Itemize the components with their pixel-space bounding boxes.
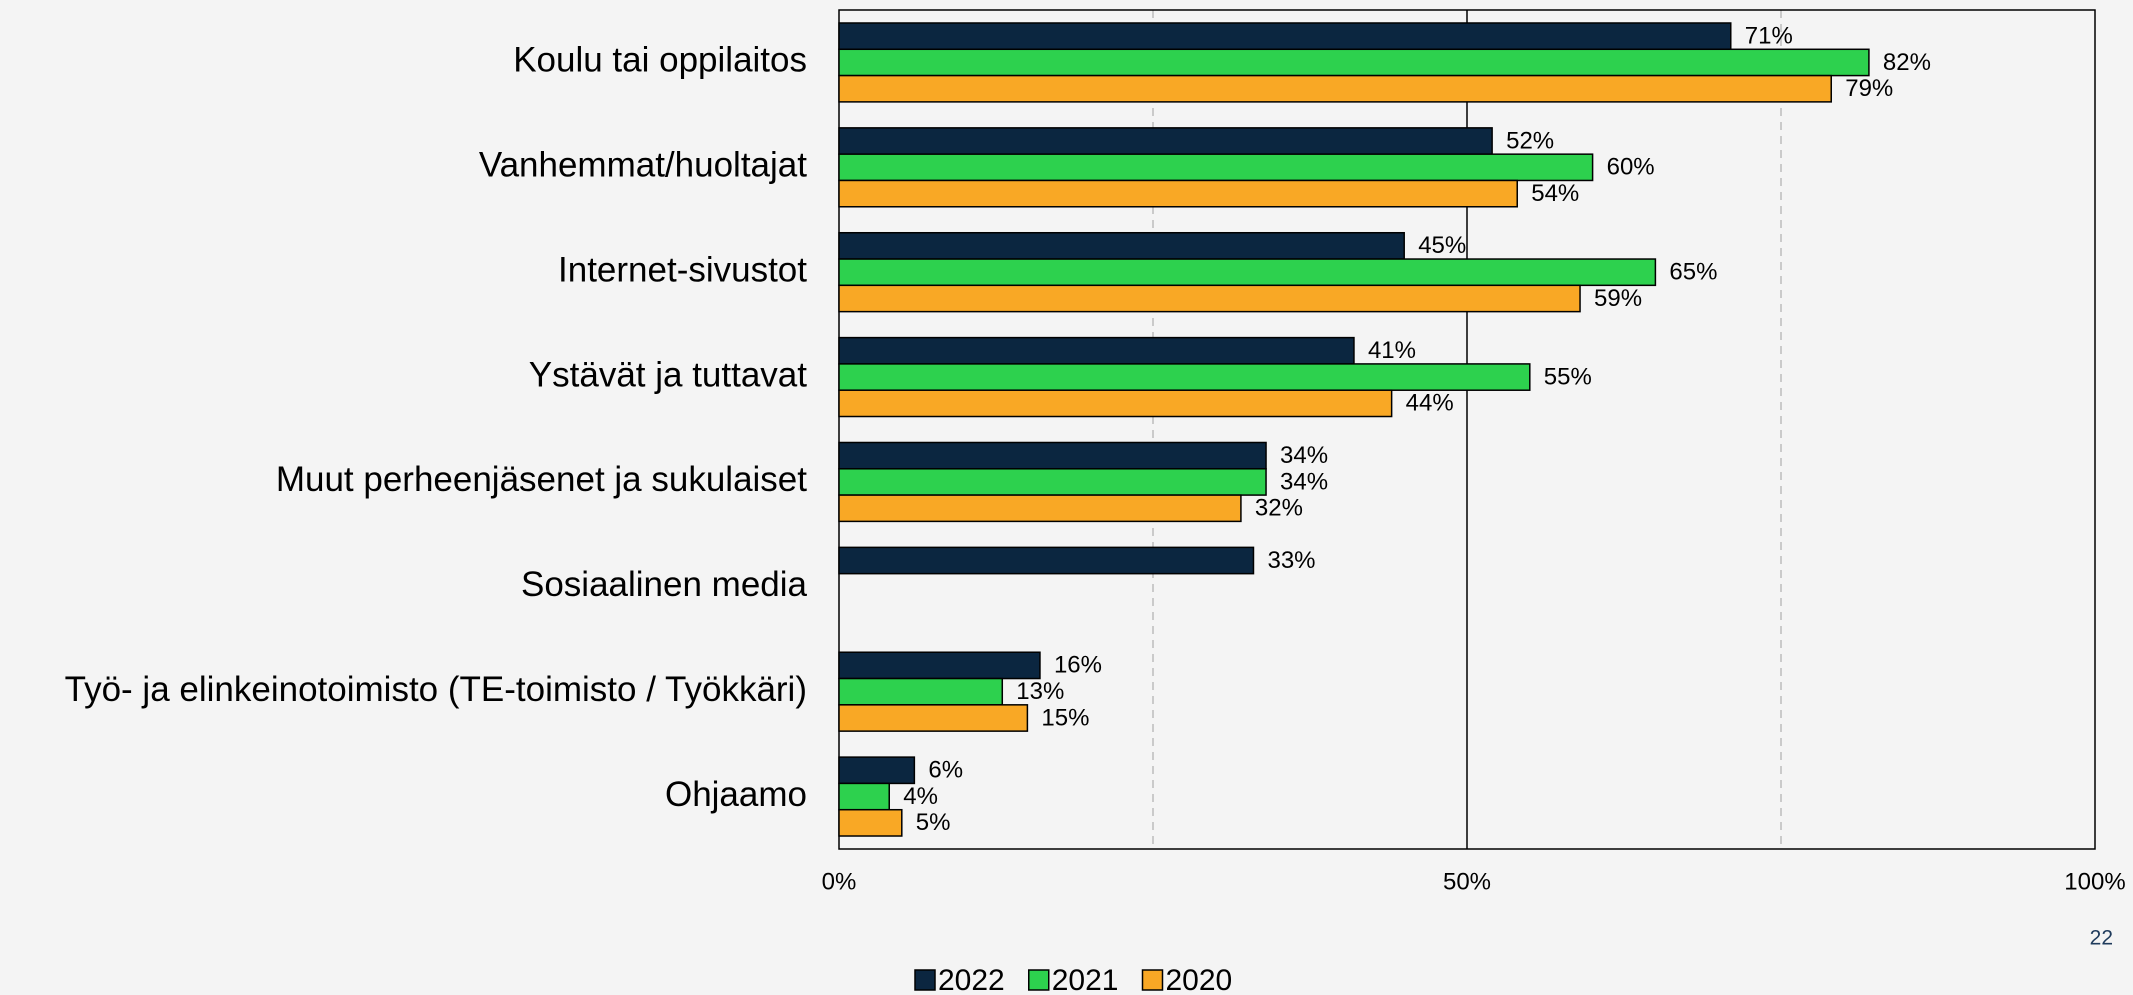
y-tick-label: Internet-sivustot <box>558 250 807 289</box>
value-label: 45% <box>1418 232 1466 259</box>
bar <box>838 756 916 785</box>
bar <box>838 153 1594 182</box>
y-tick-label: Vanhemmat/huoltajat <box>479 146 807 185</box>
value-label: 34% <box>1280 442 1328 469</box>
value-label: 82% <box>1883 49 1931 76</box>
value-label: 60% <box>1607 154 1655 181</box>
value-label: 34% <box>1280 468 1328 495</box>
value-label: 55% <box>1544 363 1592 390</box>
y-tick-label: Työ- ja elinkeinotoimisto (TE-toimisto /… <box>65 670 807 709</box>
value-label: 13% <box>1016 678 1064 705</box>
bar <box>838 704 1029 732</box>
value-label: 6% <box>928 757 963 784</box>
value-label: 16% <box>1054 652 1102 679</box>
value-label: 15% <box>1041 704 1089 731</box>
bar <box>838 782 890 811</box>
value-label: 52% <box>1506 127 1554 154</box>
y-tick-label: Sosiaalinen media <box>521 565 808 604</box>
plot-border <box>838 9 2096 850</box>
bar <box>838 389 1393 418</box>
bar <box>838 808 903 837</box>
legend-swatch <box>914 969 936 991</box>
bar <box>838 441 1267 470</box>
bar <box>838 363 1531 391</box>
value-label: 71% <box>1745 22 1793 49</box>
value-label: 41% <box>1368 337 1416 364</box>
bar <box>838 48 1870 77</box>
legend-swatch <box>1028 969 1050 991</box>
value-label: 5% <box>916 809 951 836</box>
legend-swatch <box>1141 969 1164 991</box>
bar <box>838 258 1657 287</box>
y-tick-label: Koulu tai oppilaitos <box>513 41 807 80</box>
x-tick-label: 100% <box>2064 868 2125 895</box>
value-label: 79% <box>1845 75 1893 102</box>
x-tick-label: 50% <box>1443 868 1491 895</box>
bar <box>838 468 1267 496</box>
value-label: 59% <box>1594 285 1642 312</box>
bar <box>838 231 1405 260</box>
y-tick-label: Ystävät ja tuttavat <box>529 355 807 394</box>
value-label: 32% <box>1255 495 1303 522</box>
legend-label: 2020 <box>1166 964 1233 995</box>
bar <box>838 127 1493 155</box>
page-number: 22 <box>2090 927 2113 950</box>
bar <box>838 284 1581 313</box>
value-label: 33% <box>1267 547 1315 574</box>
bar <box>838 494 1242 523</box>
bar <box>838 651 1041 680</box>
bar <box>838 74 1832 103</box>
y-tick-label: Muut perheenjäsenet ja sukulaiset <box>276 460 807 499</box>
bar <box>838 179 1518 208</box>
value-label: 4% <box>903 783 938 810</box>
value-label: 54% <box>1531 180 1579 207</box>
bar <box>838 677 1004 706</box>
legend-label: 2021 <box>1052 964 1119 995</box>
bar <box>838 336 1355 365</box>
legend-label: 2022 <box>938 964 1005 995</box>
x-tick-label: 0% <box>822 868 857 895</box>
value-label: 44% <box>1406 390 1454 417</box>
bar <box>838 546 1255 575</box>
bar <box>838 22 1732 51</box>
y-tick-label: Ohjaamo <box>665 775 807 814</box>
value-label: 65% <box>1669 259 1717 286</box>
